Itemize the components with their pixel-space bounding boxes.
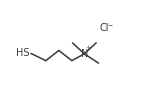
Text: HS: HS <box>16 48 29 58</box>
Text: −: − <box>107 23 112 28</box>
Text: +: + <box>85 45 91 50</box>
Text: N: N <box>81 49 88 59</box>
Text: Cl: Cl <box>100 23 109 33</box>
